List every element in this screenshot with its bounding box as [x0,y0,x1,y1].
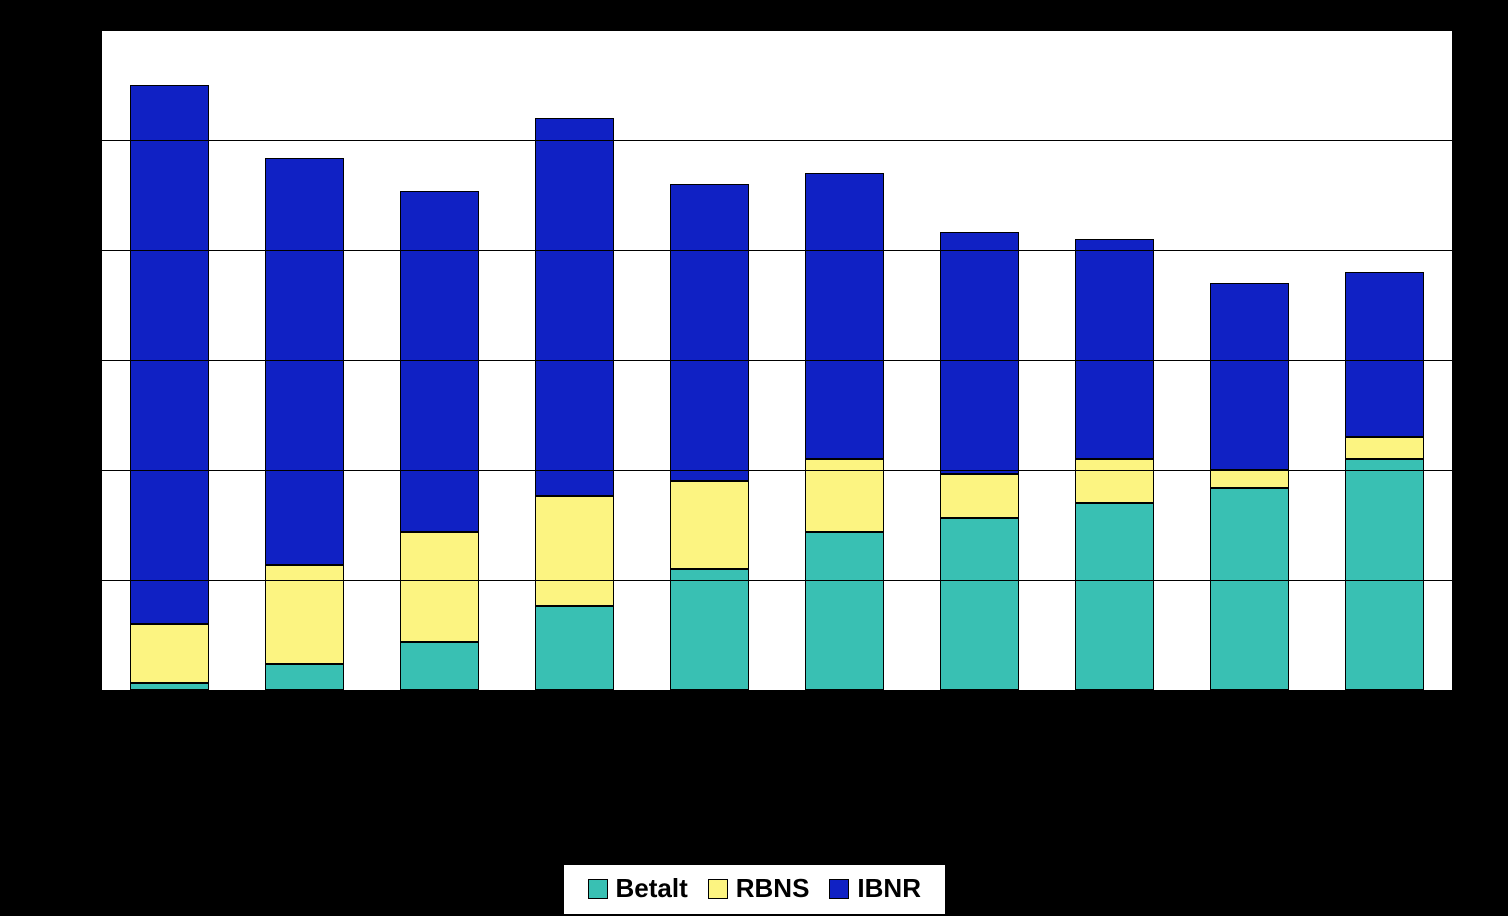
bar-segment-ibnr [535,118,613,496]
bar-segment-ibnr [130,85,208,624]
y-tick-label: 2,0 % [27,236,102,264]
bar-segment-betalt [1345,459,1423,690]
x-tick [1452,690,1454,702]
bar-segment-rbns [1075,459,1153,503]
bar-segment-ibnr [1345,272,1423,437]
y-tick-label: 0,0 % [27,676,102,704]
bar-segment-betalt [1075,503,1153,690]
bar-segment-betalt [1210,488,1288,690]
bar-segment-betalt [940,518,1018,690]
x-axis-label: 2006K4 [1168,690,1292,814]
legend-label: Betalt [616,873,688,904]
x-axis-label: 2007K1 [1303,690,1427,814]
bar-segment-betalt [400,642,478,690]
bar-segment-rbns [1345,437,1423,459]
gridline [102,30,1452,31]
plot-area: 0,0 %0,5 %1,0 %1,5 %2,0 %2,5 %3,0 %2004K… [100,30,1452,692]
legend-item-rbns: RBNS [708,873,810,904]
legend-swatch-ibnr [829,879,849,899]
legend: Betalt RBNS IBNR [563,864,946,915]
x-tick [1182,690,1184,702]
y-tick-label: 2,5 % [27,126,102,154]
x-tick [1047,690,1049,702]
bar-segment-ibnr [670,184,748,481]
legend-item-ibnr: IBNR [829,873,921,904]
bar-segment-betalt [130,683,208,690]
bar-segment-ibnr [805,173,883,459]
legend-swatch-rbns [708,879,728,899]
y-tick-label: 1,0 % [27,456,102,484]
x-tick [507,690,509,702]
x-tick [237,690,239,702]
x-axis-label: 2004K4 [88,690,212,814]
bar-segment-betalt [535,606,613,690]
bar-segment-ibnr [400,191,478,532]
gridline [102,580,1452,581]
x-tick [642,690,644,702]
x-axis-label: 2006K1 [763,690,887,814]
bar-segment-rbns [130,624,208,683]
x-tick [777,690,779,702]
bar-segment-rbns [1210,470,1288,488]
bar-segment-betalt [670,569,748,690]
bar-segment-rbns [400,532,478,642]
y-tick-label: 3,0 % [27,16,102,44]
x-tick [372,690,374,702]
x-axis-label: 2005K3 [493,690,617,814]
gridline [102,360,1452,361]
x-axis-label: 2005K4 [628,690,752,814]
x-tick [1317,690,1319,702]
legend-label: IBNR [857,873,921,904]
bar-segment-rbns [940,474,1018,518]
bar-segment-ibnr [1075,239,1153,459]
x-axis-label: 2005K2 [358,690,482,814]
x-tick [912,690,914,702]
bar-segment-betalt [805,532,883,690]
bar-segment-ibnr [265,158,343,565]
y-tick-label: 1,5 % [27,346,102,374]
gridline [102,140,1452,141]
bar-segment-betalt [265,664,343,690]
gridline [102,250,1452,251]
bar-segment-ibnr [1210,283,1288,470]
x-tick [102,690,104,702]
bar-segment-rbns [670,481,748,569]
chart-canvas: 0,0 % 0,5 % 1,0 % 1,5 % 2,0 % 2,5 % 3,0 % 2004K… [0,0,1508,916]
x-axis-label: 2005K1 [223,690,347,814]
bar-segment-rbns [535,496,613,606]
x-axis-label: 2006K2 [898,690,1022,814]
x-axis-label: 2006K3 [1033,690,1157,814]
y-tick-label: 0,5 % [27,566,102,594]
legend-item-betalt: Betalt [588,873,688,904]
bar-segment-ibnr [940,232,1018,474]
gridline [102,470,1452,471]
legend-label: RBNS [736,873,810,904]
legend-swatch-betalt [588,879,608,899]
